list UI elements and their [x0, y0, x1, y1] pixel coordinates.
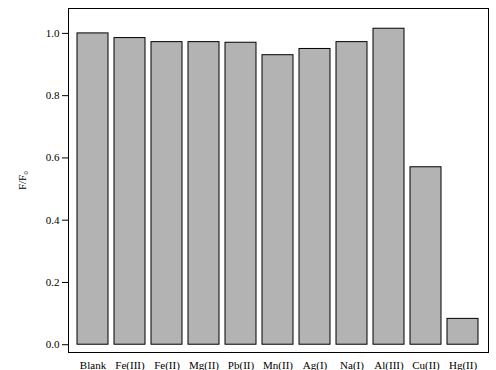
svg-text:1.0: 1.0: [46, 27, 60, 39]
svg-text:Mn(II): Mn(II): [263, 359, 293, 370]
svg-text:0.6: 0.6: [46, 151, 60, 163]
svg-text:Hg(II): Hg(II): [449, 359, 477, 370]
svg-text:Mg(II): Mg(II): [189, 359, 219, 370]
svg-text:Al(III): Al(III): [374, 359, 404, 370]
svg-text:Na(I): Na(I): [340, 359, 364, 370]
svg-text:0.0: 0.0: [46, 338, 60, 350]
svg-text:Fe(III): Fe(III): [115, 359, 145, 370]
svg-text:Blank: Blank: [80, 359, 107, 370]
svg-text:Fe(II): Fe(II): [154, 359, 180, 370]
svg-text:0.8: 0.8: [46, 89, 60, 101]
svg-text:0.2: 0.2: [46, 276, 60, 288]
svg-text:Pb(II): Pb(II): [228, 359, 255, 370]
svg-text:Cu(II): Cu(II): [412, 359, 440, 370]
svg-text:0.4: 0.4: [46, 214, 60, 226]
svg-text:F/F₀: F/F₀: [16, 171, 28, 190]
svg-text:Ag(I): Ag(I): [303, 359, 328, 370]
